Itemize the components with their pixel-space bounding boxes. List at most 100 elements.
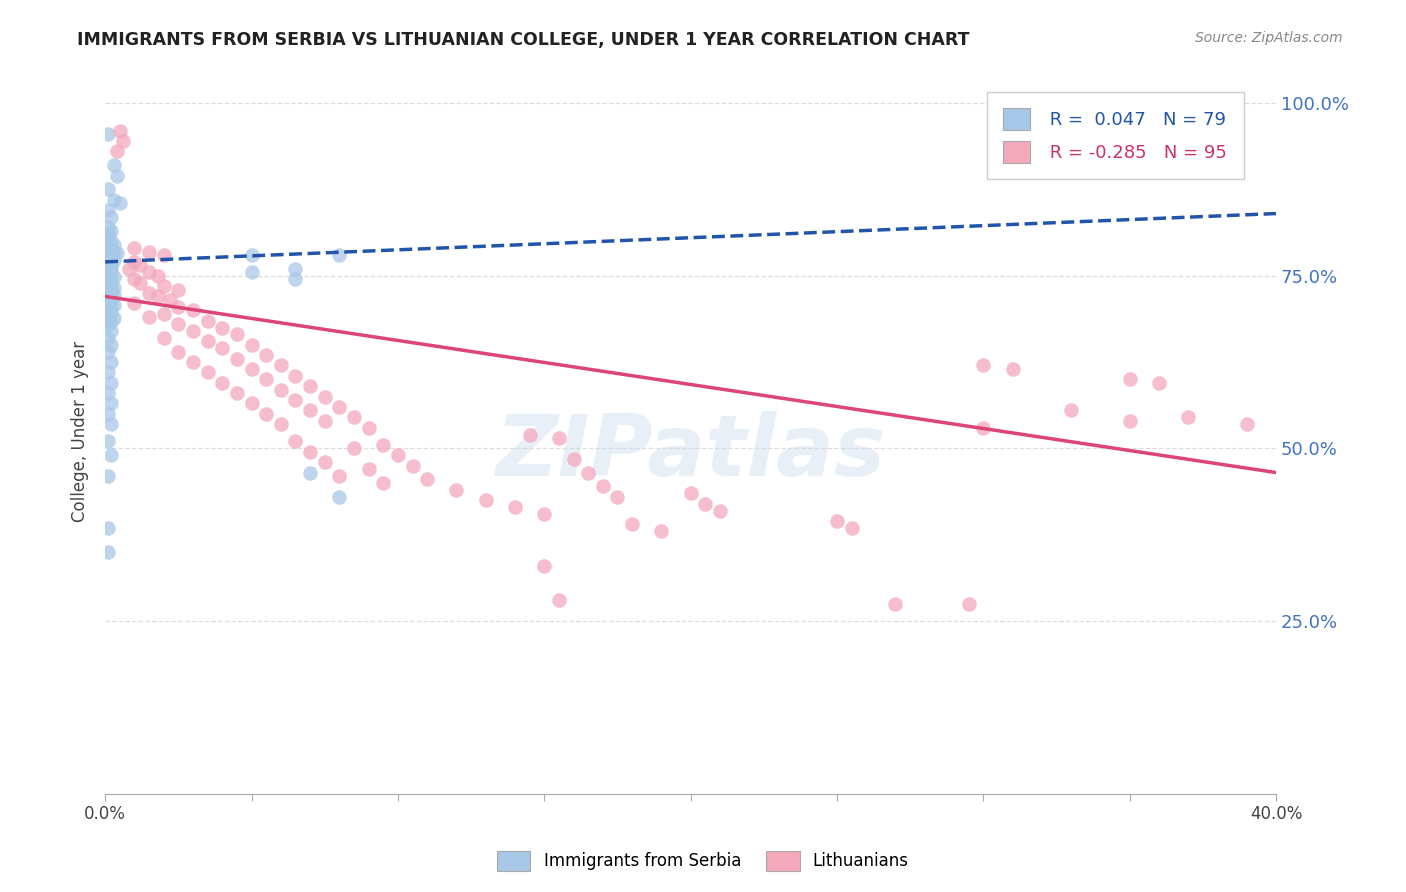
Point — [314, 455, 336, 469]
Point — [240, 265, 263, 279]
Point — [97, 252, 120, 266]
Point — [709, 503, 731, 517]
Point — [124, 272, 146, 286]
Point — [97, 227, 120, 242]
Point — [328, 469, 350, 483]
Point — [100, 307, 122, 321]
Point — [181, 303, 204, 318]
Point — [240, 248, 263, 262]
Point — [100, 260, 122, 275]
Point — [284, 368, 307, 383]
Point — [621, 517, 644, 532]
Point — [841, 521, 863, 535]
Point — [884, 597, 907, 611]
Point — [117, 261, 139, 276]
Point — [97, 265, 120, 279]
Point — [97, 289, 120, 303]
Point — [100, 338, 122, 352]
Point — [97, 469, 120, 483]
Point — [103, 252, 125, 267]
Text: ZIPatlas: ZIPatlas — [495, 411, 886, 494]
Point — [97, 293, 120, 307]
Point — [105, 145, 128, 159]
Point — [695, 497, 717, 511]
Point — [519, 427, 541, 442]
Point — [100, 249, 122, 263]
Point — [197, 313, 219, 327]
Point — [100, 284, 122, 298]
Point — [97, 248, 120, 262]
Point — [105, 246, 128, 260]
Point — [240, 362, 263, 376]
Point — [343, 410, 366, 425]
Point — [97, 301, 120, 315]
Point — [100, 268, 122, 282]
Point — [181, 324, 204, 338]
Point — [240, 338, 263, 352]
Point — [97, 220, 120, 235]
Point — [226, 327, 249, 342]
Point — [138, 310, 160, 325]
Point — [270, 359, 292, 373]
Point — [103, 244, 125, 259]
Point — [314, 390, 336, 404]
Point — [167, 300, 190, 314]
Point — [972, 359, 994, 373]
Point — [129, 258, 152, 272]
Point — [100, 234, 122, 248]
Point — [100, 243, 122, 257]
Point — [97, 434, 120, 449]
Point — [357, 420, 380, 434]
Point — [1147, 376, 1170, 390]
Point — [284, 272, 307, 286]
Point — [146, 268, 169, 283]
Point — [299, 445, 322, 459]
Point — [226, 351, 249, 366]
Point — [152, 279, 174, 293]
Point — [825, 514, 848, 528]
Point — [152, 248, 174, 262]
Point — [299, 379, 322, 393]
Point — [562, 451, 585, 466]
Point — [97, 241, 120, 255]
Point — [103, 270, 125, 285]
Point — [103, 193, 125, 207]
Point — [138, 265, 160, 279]
Point — [373, 475, 395, 490]
Point — [181, 355, 204, 369]
Point — [167, 317, 190, 331]
Point — [211, 376, 233, 390]
Point — [100, 210, 122, 224]
Y-axis label: College, Under 1 year: College, Under 1 year — [72, 341, 89, 522]
Point — [97, 268, 120, 283]
Point — [97, 255, 120, 269]
Point — [1236, 417, 1258, 432]
Point — [97, 365, 120, 379]
Point — [211, 341, 233, 355]
Point — [197, 334, 219, 349]
Point — [138, 285, 160, 300]
Point — [284, 261, 307, 276]
Point — [97, 285, 120, 300]
Point — [576, 466, 599, 480]
Point — [1001, 362, 1024, 376]
Point — [357, 462, 380, 476]
Point — [328, 248, 350, 262]
Point — [1060, 403, 1083, 417]
Point — [270, 417, 292, 432]
Point — [97, 127, 120, 141]
Point — [97, 309, 120, 323]
Point — [97, 283, 120, 297]
Point — [103, 288, 125, 302]
Text: IMMIGRANTS FROM SERBIA VS LITHUANIAN COLLEGE, UNDER 1 YEAR CORRELATION CHART: IMMIGRANTS FROM SERBIA VS LITHUANIAN COL… — [77, 31, 970, 49]
Point — [97, 331, 120, 345]
Point — [152, 331, 174, 345]
Point — [108, 196, 131, 211]
Point — [124, 241, 146, 255]
Point — [679, 486, 702, 500]
Point — [97, 407, 120, 421]
Point — [97, 296, 120, 310]
Point — [100, 274, 122, 288]
Point — [314, 414, 336, 428]
Point — [328, 400, 350, 414]
